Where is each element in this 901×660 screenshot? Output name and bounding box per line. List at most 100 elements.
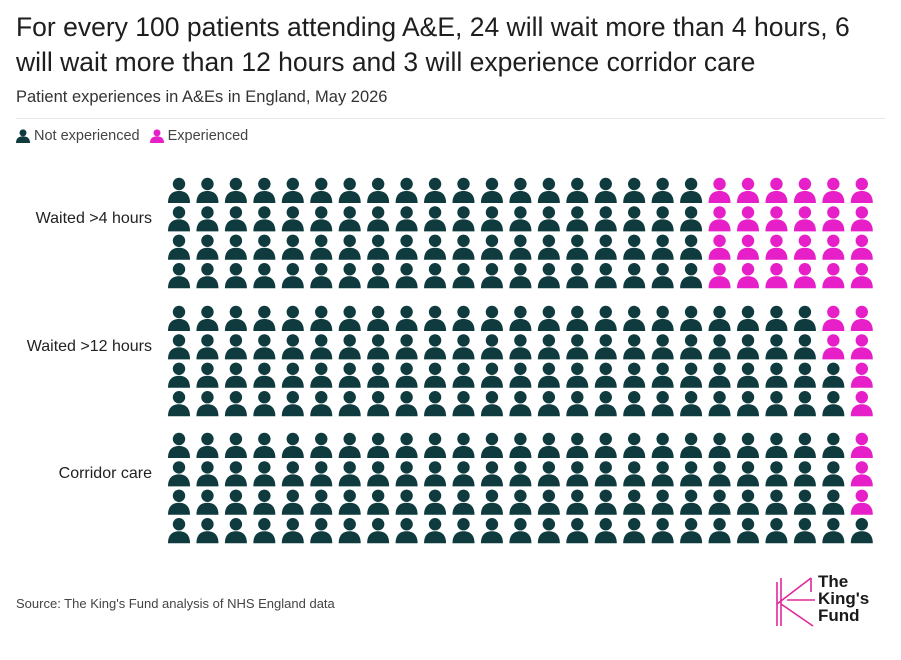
person-icon-not-experienced: [452, 362, 475, 388]
person-icon-not-experienced: [196, 461, 219, 487]
person-icon-not-experienced: [822, 461, 845, 487]
person-icon-experienced: [737, 206, 759, 232]
person-icon-not-experienced: [651, 305, 674, 331]
person-icon-not-experienced: [281, 432, 304, 458]
person-icon-experienced: [850, 432, 873, 458]
person-icon-not-experienced: [509, 334, 532, 360]
person-icon-not-experienced: [566, 177, 589, 203]
legend-item-experienced: Experienced: [149, 128, 248, 144]
person-icon-not-experienced: [594, 334, 617, 360]
person-icon-not-experienced: [537, 263, 560, 289]
person-icon-experienced: [850, 334, 873, 360]
person-icon-not-experienced: [480, 489, 503, 515]
person-icon-not-experienced: [338, 206, 361, 232]
person-icon-not-experienced: [793, 489, 816, 515]
person-icon-not-experienced: [395, 362, 418, 388]
person-icon-experienced: [850, 391, 873, 417]
person-icon-not-experienced: [338, 234, 361, 260]
person-icon-not-experienced: [566, 362, 589, 388]
person-icon-not-experienced: [168, 263, 190, 289]
person-icon-not-experienced: [168, 489, 190, 515]
person-icon-not-experienced: [509, 518, 532, 544]
person-icon-not-experienced: [566, 263, 589, 289]
person-icon-not-experienced: [509, 234, 532, 260]
person-icon-not-experienced: [224, 206, 247, 232]
person-icon-not-experienced: [395, 305, 418, 331]
person-icon-not-experienced: [623, 334, 646, 360]
person-icon-not-experienced: [850, 518, 873, 544]
person-icon-not-experienced: [737, 362, 759, 388]
person-icon-not-experienced: [168, 177, 190, 203]
person-icon-not-experienced: [395, 206, 418, 232]
person-icon-not-experienced: [680, 234, 703, 260]
person-icon-not-experienced: [338, 518, 361, 544]
person-icon-not-experienced: [680, 518, 703, 544]
person-icon-not-experienced: [480, 263, 503, 289]
person-icon-not-experienced: [623, 177, 646, 203]
source-note: Source: The King's Fund analysis of NHS …: [16, 596, 335, 611]
person-icon-not-experienced: [196, 362, 219, 388]
person-icon-not-experienced: [623, 518, 646, 544]
person-icon-experienced: [822, 206, 845, 232]
person-icon-not-experienced: [424, 334, 447, 360]
person-icon-not-experienced: [281, 206, 304, 232]
person-icon-not-experienced: [310, 234, 333, 260]
person-icon-not-experienced: [765, 432, 788, 458]
person-icon-not-experienced: [395, 177, 418, 203]
person-icon-not-experienced: [651, 489, 674, 515]
person-icon-experienced: [822, 263, 845, 289]
person-icon-not-experienced: [196, 518, 219, 544]
person-icon-not-experienced: [680, 432, 703, 458]
person-icon-not-experienced: [680, 391, 703, 417]
person-icon-not-experienced: [623, 234, 646, 260]
person-icon-not-experienced: [367, 206, 390, 232]
person-icon-not-experienced: [737, 489, 759, 515]
person-icon-not-experienced: [480, 518, 503, 544]
person-icon-not-experienced: [196, 489, 219, 515]
person-icon-not-experienced: [651, 177, 674, 203]
person-icon-experienced: [708, 234, 731, 260]
person-icon-not-experienced: [310, 362, 333, 388]
person-icon-not-experienced: [367, 432, 390, 458]
person-icon-experienced: [793, 206, 816, 232]
person-icon-experienced: [850, 177, 873, 203]
person-icon-not-experienced: [566, 489, 589, 515]
logo-wordmark: The King's Fund: [818, 572, 870, 625]
person-icon-not-experienced: [708, 305, 731, 331]
person-icon-not-experienced: [623, 461, 646, 487]
person-icon-not-experienced: [168, 334, 190, 360]
person-icon-not-experienced: [196, 305, 219, 331]
person-icon-not-experienced: [651, 263, 674, 289]
person-icon-not-experienced: [680, 263, 703, 289]
person-icon-not-experienced: [196, 391, 219, 417]
person-icon-not-experienced: [253, 263, 276, 289]
person-icon-not-experienced: [566, 518, 589, 544]
person-icon-not-experienced: [367, 362, 390, 388]
person-icon-not-experienced: [224, 461, 247, 487]
person-icon-not-experienced: [424, 234, 447, 260]
person-icon-not-experienced: [224, 305, 247, 331]
person-icon-not-experienced: [367, 305, 390, 331]
person-icon-not-experienced: [480, 305, 503, 331]
person-icon-not-experienced: [737, 391, 759, 417]
person-icon-experienced: [737, 234, 759, 260]
person-icon-not-experienced: [509, 263, 532, 289]
person-icon-not-experienced: [310, 206, 333, 232]
person-icon-not-experienced: [253, 432, 276, 458]
person-icon-not-experienced: [338, 489, 361, 515]
person-icon-not-experienced: [480, 206, 503, 232]
person-icon-not-experienced: [395, 432, 418, 458]
person-icon-not-experienced: [708, 518, 731, 544]
person-icon-not-experienced: [281, 263, 304, 289]
person-icon-not-experienced: [452, 305, 475, 331]
person-icon-not-experienced: [765, 518, 788, 544]
person-icon-not-experienced: [281, 461, 304, 487]
person-icon-not-experienced: [452, 206, 475, 232]
person-icon-not-experienced: [737, 461, 759, 487]
person-icon-experienced: [822, 305, 845, 331]
person-icon-not-experienced: [623, 206, 646, 232]
person-icon-not-experienced: [424, 177, 447, 203]
person-icon-not-experienced: [395, 518, 418, 544]
person-icon: [149, 129, 164, 143]
person-icon-not-experienced: [509, 305, 532, 331]
